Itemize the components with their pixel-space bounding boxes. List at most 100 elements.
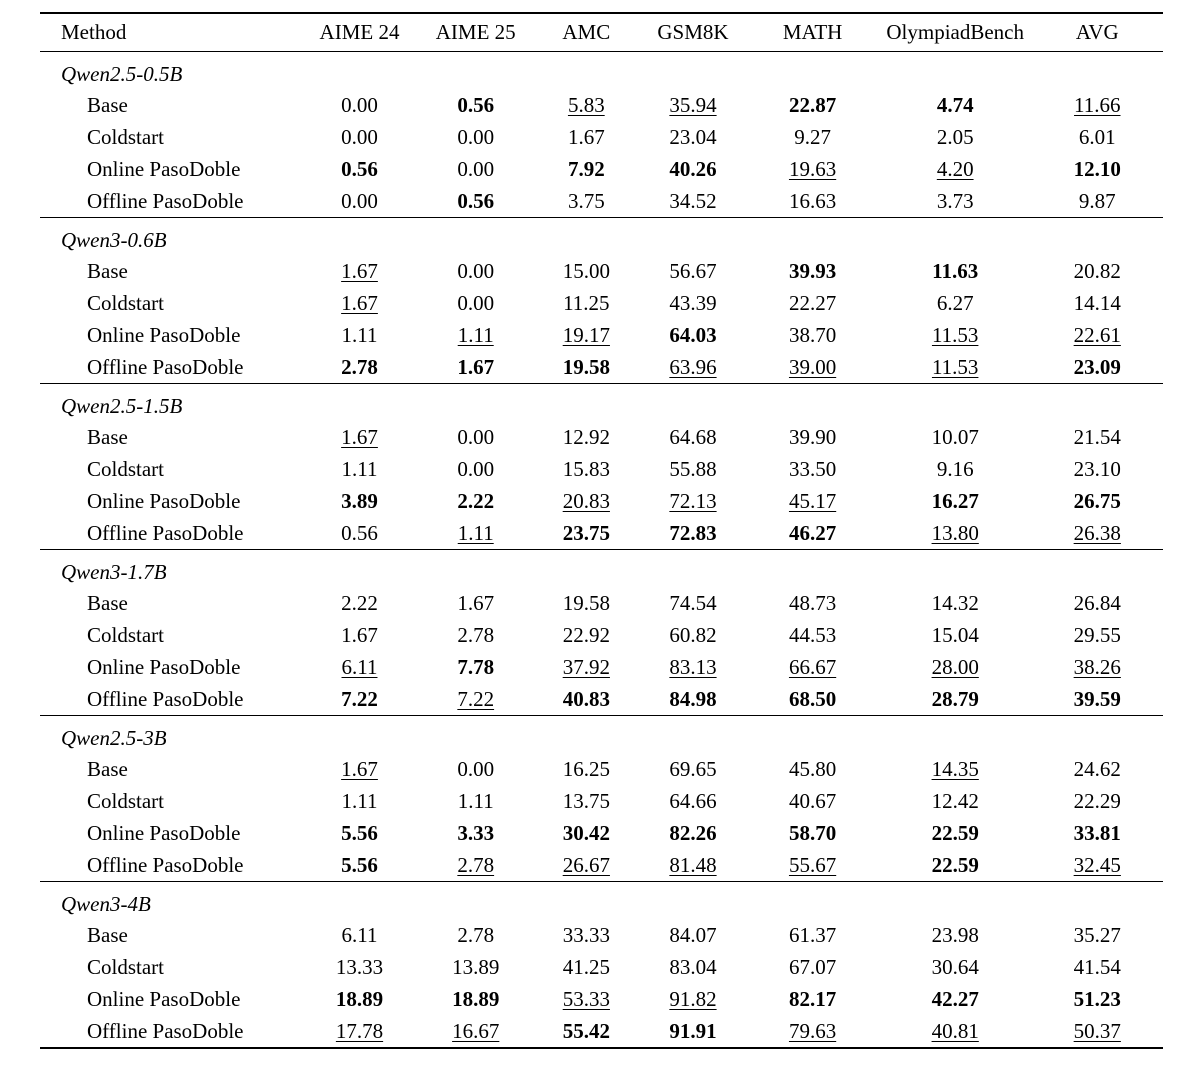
column-header-amc: AMC <box>562 20 611 44</box>
score-value: 13.89 <box>452 955 500 979</box>
score-value-best: 2.22 <box>457 489 495 513</box>
model-group-label: Qwen2.5-0.5B <box>61 62 183 86</box>
score-value: 41.54 <box>1073 955 1121 979</box>
score-cell: 81.48 <box>640 849 747 882</box>
score-cell: 28.79 <box>879 683 1032 716</box>
score-value-best: 0.56 <box>457 189 495 213</box>
score-cell: 1.11 <box>418 785 533 817</box>
method-name: Online PasoDoble <box>87 821 241 845</box>
score-cell: 72.83 <box>640 517 747 550</box>
score-value: 1.67 <box>341 623 378 647</box>
score-cell: 32.45 <box>1032 849 1163 882</box>
score-value: 0.00 <box>457 259 495 283</box>
score-value: 2.78 <box>457 623 495 647</box>
score-cell: 7.22 <box>301 683 419 716</box>
score-value-best: 40.83 <box>562 687 610 711</box>
score-cell: 3.75 <box>533 185 640 218</box>
score-cell: 26.75 <box>1032 485 1163 517</box>
score-cell: 30.64 <box>879 951 1032 983</box>
score-value-second-best: 81.48 <box>669 853 717 877</box>
score-cell: 72.13 <box>640 485 747 517</box>
score-cell: 22.92 <box>533 619 640 651</box>
score-value: 22.92 <box>562 623 610 647</box>
score-cell: 16.25 <box>533 753 640 785</box>
method-name: Online PasoDoble <box>87 489 241 513</box>
score-value: 29.55 <box>1073 623 1121 647</box>
score-cell: 5.83 <box>533 89 640 121</box>
score-cell: 14.35 <box>879 753 1032 785</box>
score-cell: 84.98 <box>640 683 747 716</box>
score-cell: 16.67 <box>418 1015 533 1048</box>
header-row: Method AIME 24 AIME 25 AMC GSM8K MATH Olympiad… <box>40 13 1163 52</box>
model-group-label: Qwen3-1.7B <box>61 560 167 584</box>
score-value: 2.22 <box>341 591 378 615</box>
score-cell: 34.52 <box>640 185 747 218</box>
method-name: Base <box>87 923 128 947</box>
score-cell: 15.00 <box>533 255 640 287</box>
score-value: 69.65 <box>669 757 717 781</box>
score-value: 0.00 <box>457 125 495 149</box>
model-group-label: Qwen3-4B <box>61 892 151 916</box>
score-cell: 2.05 <box>879 121 1032 153</box>
score-cell: 28.00 <box>879 651 1032 683</box>
score-cell: 12.42 <box>879 785 1032 817</box>
score-value: 64.66 <box>669 789 717 813</box>
score-cell: 1.11 <box>301 785 419 817</box>
score-value-best: 12.10 <box>1073 157 1121 181</box>
score-cell: 1.11 <box>301 319 419 351</box>
score-cell: 16.27 <box>879 485 1032 517</box>
score-cell: 44.53 <box>746 619 879 651</box>
score-cell: 12.92 <box>533 421 640 453</box>
table-row: Offline PasoDoble 17.78 16.67 55.42 91.91 79.… <box>40 1015 1163 1048</box>
score-cell: 0.00 <box>418 753 533 785</box>
score-value: 41.25 <box>562 955 610 979</box>
score-cell: 69.65 <box>640 753 747 785</box>
score-cell: 14.32 <box>879 587 1032 619</box>
table-row: Online PasoDoble 18.89 18.89 53.33 91.82 82.1… <box>40 983 1163 1015</box>
score-cell: 22.87 <box>746 89 879 121</box>
table-row: Coldstart 1.11 0.00 15.83 55.88 33.50 9.16 23.1… <box>40 453 1163 485</box>
score-value: 14.32 <box>931 591 979 615</box>
score-value: 12.42 <box>931 789 979 813</box>
score-value-second-best: 50.37 <box>1073 1019 1121 1043</box>
score-value-best: 7.22 <box>341 687 378 711</box>
score-value-best: 0.56 <box>457 93 495 117</box>
model-group-label: Qwen3-0.6B <box>61 228 167 252</box>
score-cell: 14.14 <box>1032 287 1163 319</box>
score-value: 64.68 <box>669 425 717 449</box>
score-cell: 11.53 <box>879 351 1032 384</box>
score-cell: 30.42 <box>533 817 640 849</box>
score-value: 40.67 <box>788 789 837 813</box>
score-cell: 2.78 <box>418 619 533 651</box>
score-value: 11.25 <box>563 291 610 315</box>
score-cell: 19.17 <box>533 319 640 351</box>
score-value-second-best: 55.67 <box>788 853 837 877</box>
score-cell: 40.26 <box>640 153 747 185</box>
score-value: 55.88 <box>669 457 717 481</box>
score-value: 21.54 <box>1073 425 1121 449</box>
score-value: 3.73 <box>936 189 974 213</box>
method-name: Offline PasoDoble <box>87 521 244 545</box>
score-value: 1.11 <box>457 789 494 813</box>
score-cell: 23.10 <box>1032 453 1163 485</box>
score-value: 60.82 <box>669 623 717 647</box>
score-cell: 0.00 <box>418 421 533 453</box>
score-value-best: 23.75 <box>562 521 610 545</box>
score-cell: 1.67 <box>533 121 640 153</box>
column-header-method: Method <box>61 20 127 44</box>
score-cell: 35.27 <box>1032 919 1163 951</box>
score-cell: 0.56 <box>301 517 419 550</box>
score-value-second-best: 1.11 <box>457 323 494 347</box>
table-header: Method AIME 24 AIME 25 AMC GSM8K MATH Olympiad… <box>40 13 1163 52</box>
score-cell: 1.67 <box>418 587 533 619</box>
score-cell: 18.89 <box>301 983 419 1015</box>
score-value-second-best: 19.63 <box>788 157 837 181</box>
score-cell: 13.33 <box>301 951 419 983</box>
results-table: Method AIME 24 AIME 25 AMC GSM8K MATH Olympiad… <box>40 12 1163 1049</box>
score-value: 0.00 <box>457 457 495 481</box>
score-cell: 41.25 <box>533 951 640 983</box>
score-cell: 83.04 <box>640 951 747 983</box>
score-cell: 11.66 <box>1032 89 1163 121</box>
score-value-best: 72.83 <box>669 521 717 545</box>
score-cell: 13.75 <box>533 785 640 817</box>
